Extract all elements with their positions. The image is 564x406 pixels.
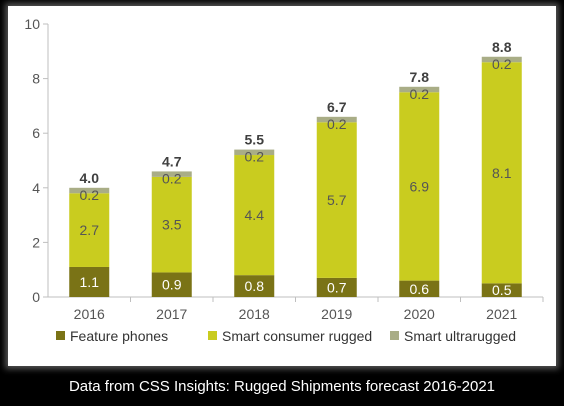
x-tick-label: 2018 <box>239 306 270 322</box>
chart-panel: 0 2 4 6 8 10 1.1 2.7 0.2 4.0 2016 0.9 3.5 0.2 4.7 2017 0… <box>8 6 556 366</box>
x-tick-label: 2020 <box>404 306 435 322</box>
segment-value-label: 1.1 <box>80 274 100 290</box>
legend-swatch <box>390 331 399 340</box>
bar-segment-feature-phones <box>399 280 440 297</box>
bar-segment-smart-consumer-rugged <box>399 92 440 281</box>
x-tick-label: 2017 <box>156 306 187 322</box>
y-tick-label: 8 <box>32 71 40 87</box>
y-tick-label: 10 <box>24 16 40 32</box>
segment-value-label: 0.2 <box>245 149 265 165</box>
segment-value-label: 2.7 <box>80 222 100 238</box>
segment-value-label: 0.8 <box>245 278 265 294</box>
segment-value-label: 0.5 <box>492 282 512 298</box>
bar-segment-smart-ultrarugged <box>69 187 110 194</box>
segment-value-label: 0.6 <box>410 281 430 297</box>
bar-segment-smart-consumer-rugged <box>151 176 192 273</box>
legend-label: Smart ultrarugged <box>404 328 516 344</box>
bar-segment-smart-consumer-rugged <box>481 62 522 284</box>
segment-value-label: 0.9 <box>162 277 182 293</box>
x-tick-label: 2021 <box>486 306 517 322</box>
x-tick-label: 2019 <box>321 306 352 322</box>
y-tick-label: 6 <box>32 125 40 141</box>
bar-segment-smart-consumer-rugged <box>316 122 357 278</box>
bar-segment-smart-consumer-rugged <box>234 155 275 276</box>
legend-label: Smart consumer rugged <box>222 328 372 344</box>
bar-segment-smart-ultrarugged <box>234 149 275 156</box>
legend-swatch <box>208 331 217 340</box>
bar-segment-smart-ultrarugged <box>151 171 192 177</box>
segment-value-label: 5.7 <box>327 192 347 208</box>
legend-label: Feature phones <box>70 328 168 344</box>
segment-value-label: 6.9 <box>410 178 430 194</box>
bar-total-label: 7.8 <box>410 69 430 85</box>
bar-segment-smart-ultrarugged <box>399 86 440 93</box>
segment-value-label: 3.5 <box>162 217 182 233</box>
bar-segment-feature-phones <box>481 283 522 297</box>
bar-segment-smart-ultrarugged <box>316 116 357 123</box>
y-tick-label: 2 <box>32 234 40 250</box>
segment-value-label: 0.2 <box>410 86 430 102</box>
segment-value-label: 0.2 <box>162 170 182 186</box>
bar-total-label: 8.8 <box>492 39 512 55</box>
bar-segment-smart-consumer-rugged <box>69 193 110 267</box>
segment-value-label: 0.7 <box>327 279 347 295</box>
bar-segment-feature-phones <box>234 275 275 297</box>
segment-value-label: 0.2 <box>327 116 347 132</box>
x-tick-label: 2016 <box>74 306 105 322</box>
legend-swatch <box>56 331 65 340</box>
segment-value-label: 0.2 <box>80 187 100 203</box>
bar-total-label: 4.0 <box>80 170 100 186</box>
stacked-bar-chart: 02468101.12.70.24.020160.93.50.24.720170… <box>24 16 544 344</box>
chart-caption: Data from CSS Insights: Rugged Shipments… <box>68 378 496 395</box>
segment-value-label: 8.1 <box>492 165 512 181</box>
bar-segment-feature-phones <box>69 266 110 297</box>
y-tick-label: 4 <box>32 180 40 196</box>
segment-value-label: 0.2 <box>492 56 512 72</box>
bar-segment-smart-ultrarugged <box>481 56 522 63</box>
bar-total-label: 4.7 <box>162 153 182 169</box>
bar-segment-feature-phones <box>316 277 357 297</box>
bar-total-label: 6.7 <box>327 99 347 115</box>
bar-total-label: 5.5 <box>245 132 265 148</box>
segment-value-label: 4.4 <box>245 207 265 223</box>
y-tick-label: 0 <box>32 289 40 305</box>
bar-segment-feature-phones <box>151 272 192 297</box>
